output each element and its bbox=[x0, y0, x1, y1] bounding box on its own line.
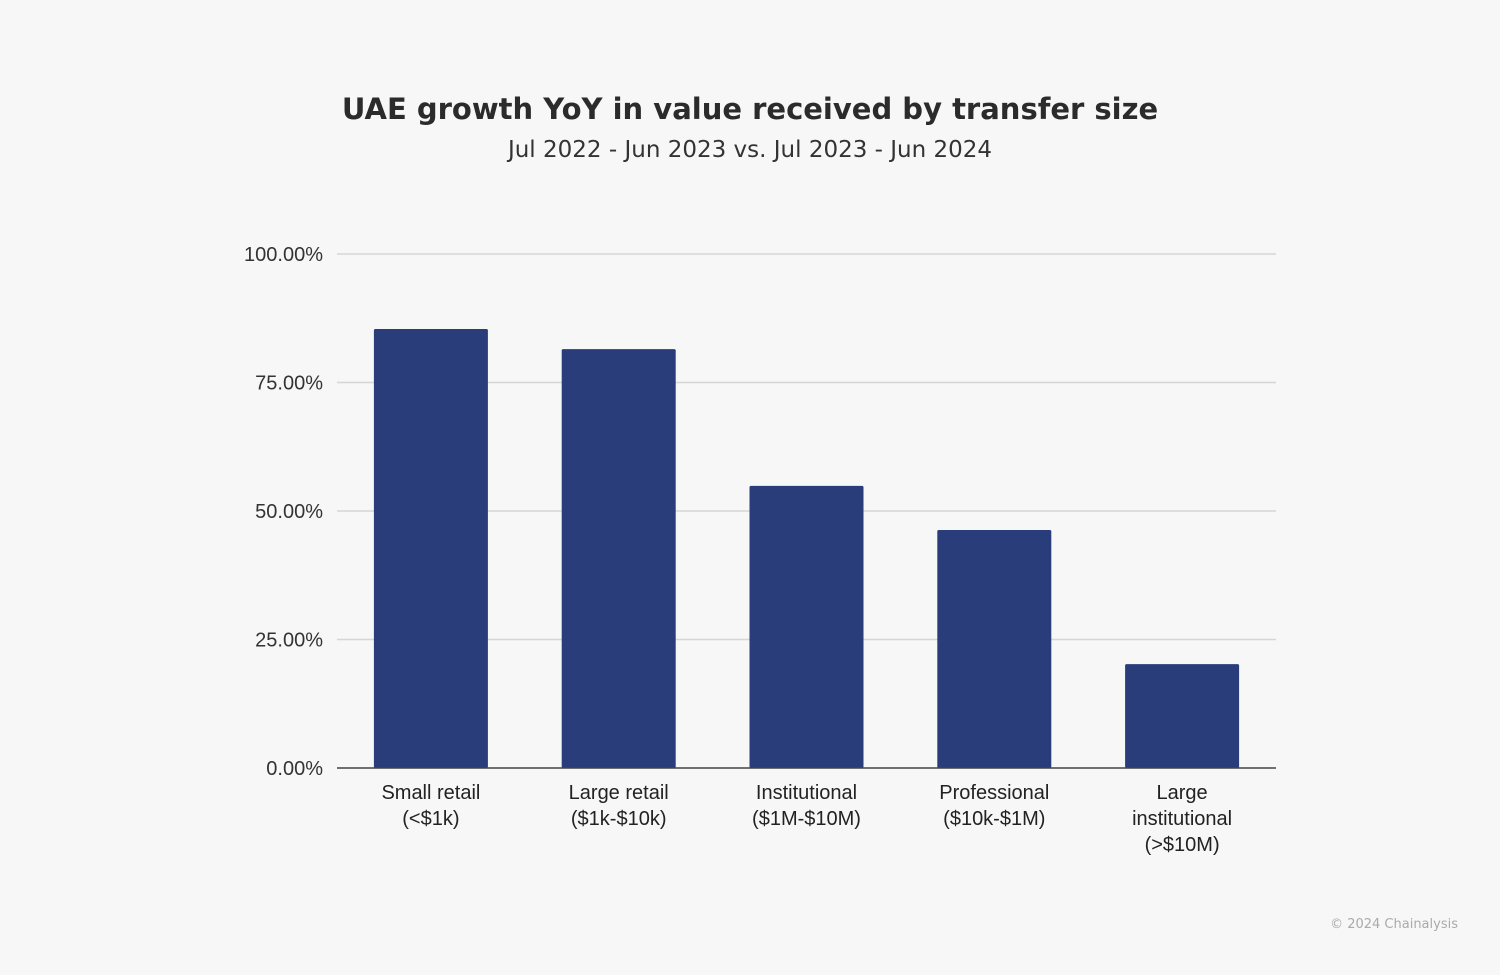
chart-title: UAE growth YoY in value received by tran… bbox=[341, 92, 1159, 126]
chart-subtitle: Jul 2022 - Jun 2023 vs. Jul 2023 - Jun 2… bbox=[507, 137, 993, 163]
x-category-label: ($10k-$1M) bbox=[943, 808, 1045, 830]
x-category-label: Professional bbox=[939, 782, 1049, 804]
bar bbox=[937, 530, 1052, 768]
x-category-label: institutional bbox=[1132, 808, 1232, 830]
x-category-label: ($1k-$10k) bbox=[571, 808, 667, 830]
y-tick-label: 100.00% bbox=[244, 244, 323, 266]
x-category-label: ($1M-$10M) bbox=[752, 808, 861, 830]
bar bbox=[1125, 664, 1240, 768]
x-category-label: (>$10M) bbox=[1145, 834, 1220, 856]
y-tick-label: 75.00% bbox=[255, 373, 323, 395]
x-category-label: Large bbox=[1157, 782, 1208, 804]
y-tick-label: 25.00% bbox=[255, 630, 323, 652]
copyright-footer: © 2024 Chainalysis bbox=[1330, 917, 1458, 932]
y-tick-label: 0.00% bbox=[266, 758, 323, 780]
bar bbox=[749, 485, 864, 768]
bar bbox=[561, 349, 676, 768]
x-category-label: Institutional bbox=[756, 782, 857, 804]
y-tick-label: 50.00% bbox=[255, 501, 323, 523]
x-category-label: (<$1k) bbox=[402, 808, 459, 830]
bar bbox=[373, 329, 488, 768]
x-category-label: Small retail bbox=[381, 782, 480, 804]
x-category-label: Large retail bbox=[569, 782, 669, 804]
